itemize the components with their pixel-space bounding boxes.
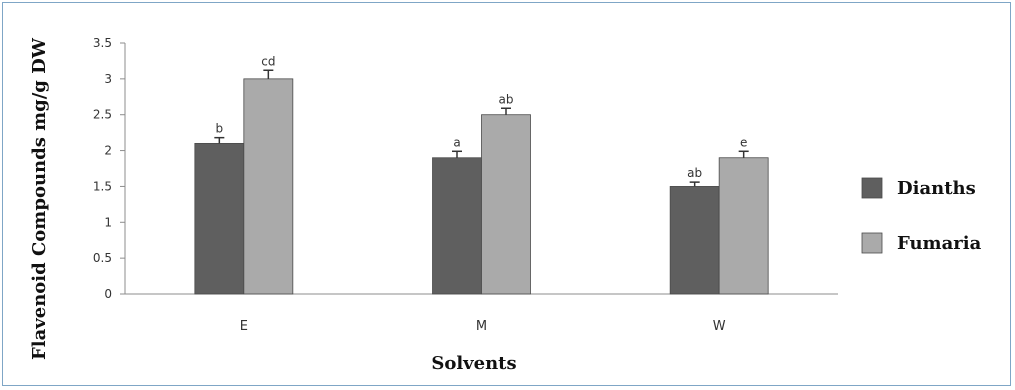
y-tick-label: 3.5 — [93, 36, 112, 50]
y-axis: 0 0.5 1 1.5 2 2.5 3 3.5 — [93, 36, 126, 301]
y-tick-label: 2.5 — [93, 108, 112, 122]
legend-label-fumaria: Fumaria — [897, 233, 982, 254]
significance-label: b — [216, 122, 224, 136]
legend-label-dianths: Dianths — [897, 178, 976, 199]
x-axis-title: Solvents — [431, 353, 516, 374]
bar-fumaria-m — [481, 114, 531, 295]
bar-fumaria-e — [243, 78, 294, 295]
y-tick-label: 3 — [104, 72, 112, 86]
y-axis-title: Flavenoid Compounds mg/g DW — [29, 37, 50, 360]
x-tick-label: M — [476, 319, 487, 334]
bar-dianths-m — [432, 157, 482, 295]
y-tick-label: 2 — [104, 144, 112, 158]
y-tick-label: 1 — [104, 215, 112, 229]
x-tick-label: E — [240, 319, 248, 334]
x-tick-label: W — [713, 319, 726, 334]
legend-swatch-fumaria — [861, 232, 883, 254]
y-tick-label: 0.5 — [93, 251, 112, 265]
bar-fumaria-w — [718, 157, 769, 295]
significance-label: cd — [261, 54, 275, 68]
y-tick-label: 0 — [104, 287, 112, 301]
bar-dianths-w — [669, 186, 720, 295]
legend: Dianths Fumaria — [861, 177, 982, 254]
significance-label: a — [453, 135, 460, 149]
significance-label: e — [740, 135, 747, 149]
bar-dianths-e — [194, 142, 245, 295]
significance-label: ab — [687, 166, 702, 180]
y-tick-label: 1.5 — [93, 179, 112, 193]
significance-label: ab — [499, 92, 514, 106]
legend-swatch-dianths — [861, 177, 883, 199]
bars: b cd a ab ab e — [194, 54, 769, 295]
